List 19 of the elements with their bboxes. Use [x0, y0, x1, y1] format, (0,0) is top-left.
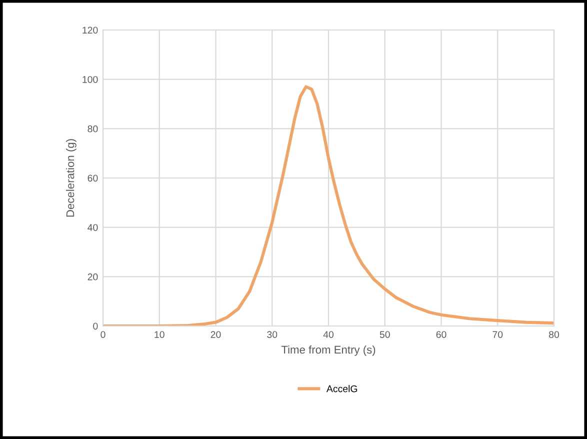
x-tick-label: 50 [380, 331, 390, 338]
y-tick-label: 20 [88, 273, 98, 280]
y-tick-label: 0 [93, 322, 98, 330]
y-tick-label: 80 [88, 125, 98, 132]
y-axis-title: Deceleration (g) [66, 139, 76, 217]
x-tick-label: 10 [154, 331, 164, 338]
y-tick-label: 100 [82, 76, 98, 83]
x-tick-label: 20 [210, 331, 221, 338]
x-tick-label: 60 [436, 331, 446, 338]
x-axis-title: Time from Entry (s) [281, 345, 376, 356]
x-tick-label: 40 [323, 331, 334, 338]
legend-label: AccelG [326, 385, 358, 392]
x-tick-label: 80 [549, 331, 560, 338]
x-tick-label: 0 [100, 331, 106, 338]
x-tick-label: 70 [492, 331, 503, 338]
y-tick-label: 120 [82, 26, 98, 34]
y-tick-label: 60 [88, 174, 98, 182]
x-tick-label: 30 [267, 331, 278, 338]
y-tick-label: 40 [88, 224, 98, 231]
